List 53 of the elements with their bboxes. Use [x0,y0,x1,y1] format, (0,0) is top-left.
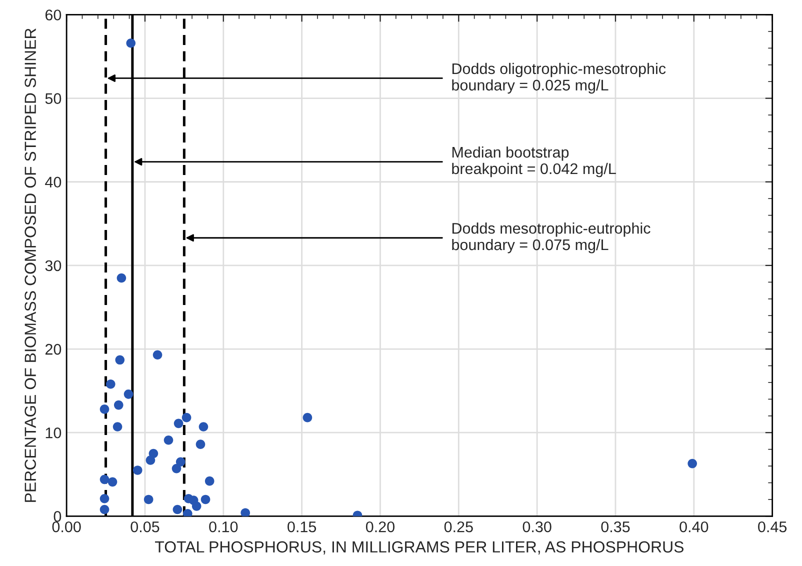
point [100,504,110,514]
point [116,273,126,283]
x-tick-label: 0.35 [601,521,630,532]
point [200,494,210,504]
x-tick-label: 0.30 [522,521,552,532]
point [100,474,110,484]
point [240,508,250,516]
y-tick-label: 40 [45,176,62,188]
x-tick-label: 0.25 [444,521,473,532]
y-tick-label: 30 [45,260,62,272]
point [172,504,182,514]
point [132,466,142,475]
x-tick-label: 0.00 [52,521,81,532]
x-tick-label: 0.20 [366,521,395,532]
point [114,400,124,410]
point [176,457,186,467]
x-axis-title: TOTAL PHOSPHORUS, IN MILLIGRAMS PER LITER, AS PHOSPHORUS [155,541,684,554]
y-tick-label: 50 [45,93,62,104]
point [192,502,202,511]
annotation: Dodds mesotrophic-eutrophic boundary = 0.075 mg/L [452,222,650,254]
x-tick-label: 0.10 [209,521,238,532]
x-tick-label: 0.45 [758,521,787,532]
point [204,476,214,486]
point [144,494,154,504]
point [182,509,192,516]
point [302,412,312,422]
point [198,422,208,432]
y-tick-label: 10 [46,427,62,438]
point [182,412,192,422]
point [174,418,184,428]
point [106,379,116,389]
x-tick-label: 0.40 [680,521,708,532]
point [152,350,162,360]
annotation: Median bootstrap breakpoint = 0.042 mg/L [452,146,616,178]
y-axis-title: PERCENTAGE OF BIOMASS COMPOSED OF STRIPED SHINER [24,28,36,502]
x-tick-label: 0.15 [288,521,316,532]
point [146,456,156,465]
y-tick-label: 60 [45,10,62,20]
point [108,477,118,487]
point [100,494,110,504]
y-tick-label: 20 [45,344,62,355]
x-tick-label: 0.05 [130,521,160,532]
point [172,464,182,474]
point [126,38,136,48]
point [124,390,134,399]
point [688,458,697,468]
y-tick-label: 0 [54,511,62,522]
point [115,355,125,365]
point [112,422,122,432]
annotation: Dodds oligotrophic-mesotrophic boundary = 0.025 mg/L [452,62,666,94]
point [100,404,110,414]
point [164,435,174,445]
point [196,440,206,449]
